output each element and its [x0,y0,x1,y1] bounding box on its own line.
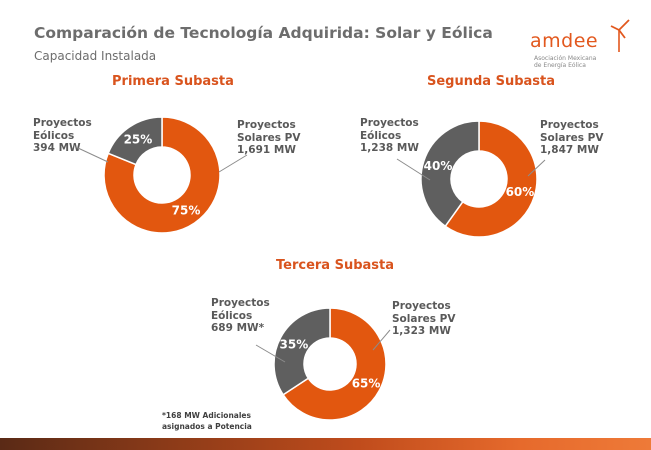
chart-1-title: Primera Subasta [112,74,234,89]
chart-3-wind-annotation: Proyectos Eólicos 689 MW* [211,297,270,335]
chart-1-solar-annot-line: Solares PV [237,131,301,144]
chart-2-wind-leader-line [396,158,431,181]
amdee-logo: amdee Asociación Mexicana de Energía Eól… [528,18,638,70]
chart-3-title: Tercera Subasta [276,258,395,273]
chart-2-title: Segunda Subasta [427,74,556,89]
bottom-accent-bar [0,438,651,450]
chart-2-wind-percent-label: 40% [424,159,453,173]
chart-1-wind-leader-line [77,147,109,163]
chart-1-wind-slice [107,116,163,166]
chart-3-wind-percent-label: 35% [280,338,309,352]
chart-3-solar-annot-line: Proyectos [392,300,451,312]
chart-1-wind-annot-line: Eólicos [33,129,75,142]
wind-turbine-icon [610,19,630,52]
chart-3-solar-leader-line [372,329,391,351]
chart-3-solar-slice [282,307,387,421]
chart-3-solar-annot-line: Solares PV [392,312,456,325]
chart-1-solar-annot-line: 1,691 MW [237,144,296,156]
chart-2-wind-annot-line: Proyectos [360,117,419,129]
chart-2-wind-slice [420,120,480,228]
chart-2-wind-annotation: Proyectos Eólicos 1,238 MW [360,117,419,155]
chart-1-wind-annot-line: 394 MW [33,142,81,154]
chart-3-solar-percent-label: 65% [352,376,381,390]
chart-2-wind-annot-line: Eólicos [360,129,402,142]
chart-2-solar-annotation: Proyectos Solares PV 1,847 MW [540,119,604,157]
footnote-line: asignados a Potencia [162,422,252,431]
chart-3-wind-annot-line: 689 MW* [211,322,265,334]
chart-3-wind-slice [273,307,331,396]
chart-1-solar-slice [103,116,221,234]
footnote-line: *168 MW Adicionales [162,411,251,420]
chart-2-solar-leader-line [527,159,546,177]
chart-2-solar-slice [444,120,538,238]
page-subtitle: Capacidad Instalada [34,49,157,63]
chart-2-wind-annot-line: 1,238 MW [360,142,419,154]
chart-3-solar-annot-line: 1,323 MW [392,325,451,337]
page-title: Comparación de Tecnología Adquirida: Sol… [34,24,493,42]
chart-2-solar-annot-line: 1,847 MW [540,144,599,156]
chart-1-wind-annotation: Proyectos Eólicos 394 MW [33,117,92,155]
logo-tagline-2: de Energía Eólica [534,62,586,69]
chart-2-solar-percent-label: 60% [506,185,535,199]
chart-3-wind-annot-line: Eólicos [211,309,253,322]
chart-1-solar-annotation: Proyectos Solares PV 1,691 MW [237,119,301,157]
chart-3-solar-annotation: Proyectos Solares PV 1,323 MW [392,300,456,338]
chart-2-solar-annot-line: Proyectos [540,119,599,131]
logo-tagline-1: Asociación Mexicana [534,55,597,62]
chart-3-wind-annot-line: Proyectos [211,297,270,309]
chart-1-wind-annot-line: Proyectos [33,117,92,129]
chart-1-wind-percent-label: 25% [124,132,153,146]
footnote: *168 MW Adicionales asignados a Potencia [162,410,252,432]
chart-1-solar-percent-label: 75% [172,204,201,218]
chart-3-wind-leader-line [255,344,286,363]
chart-1-solar-leader-line [218,154,248,173]
chart-2-solar-annot-line: Solares PV [540,131,604,144]
chart-1-solar-annot-line: Proyectos [237,119,296,131]
logo-wordmark: amdee [530,30,599,52]
